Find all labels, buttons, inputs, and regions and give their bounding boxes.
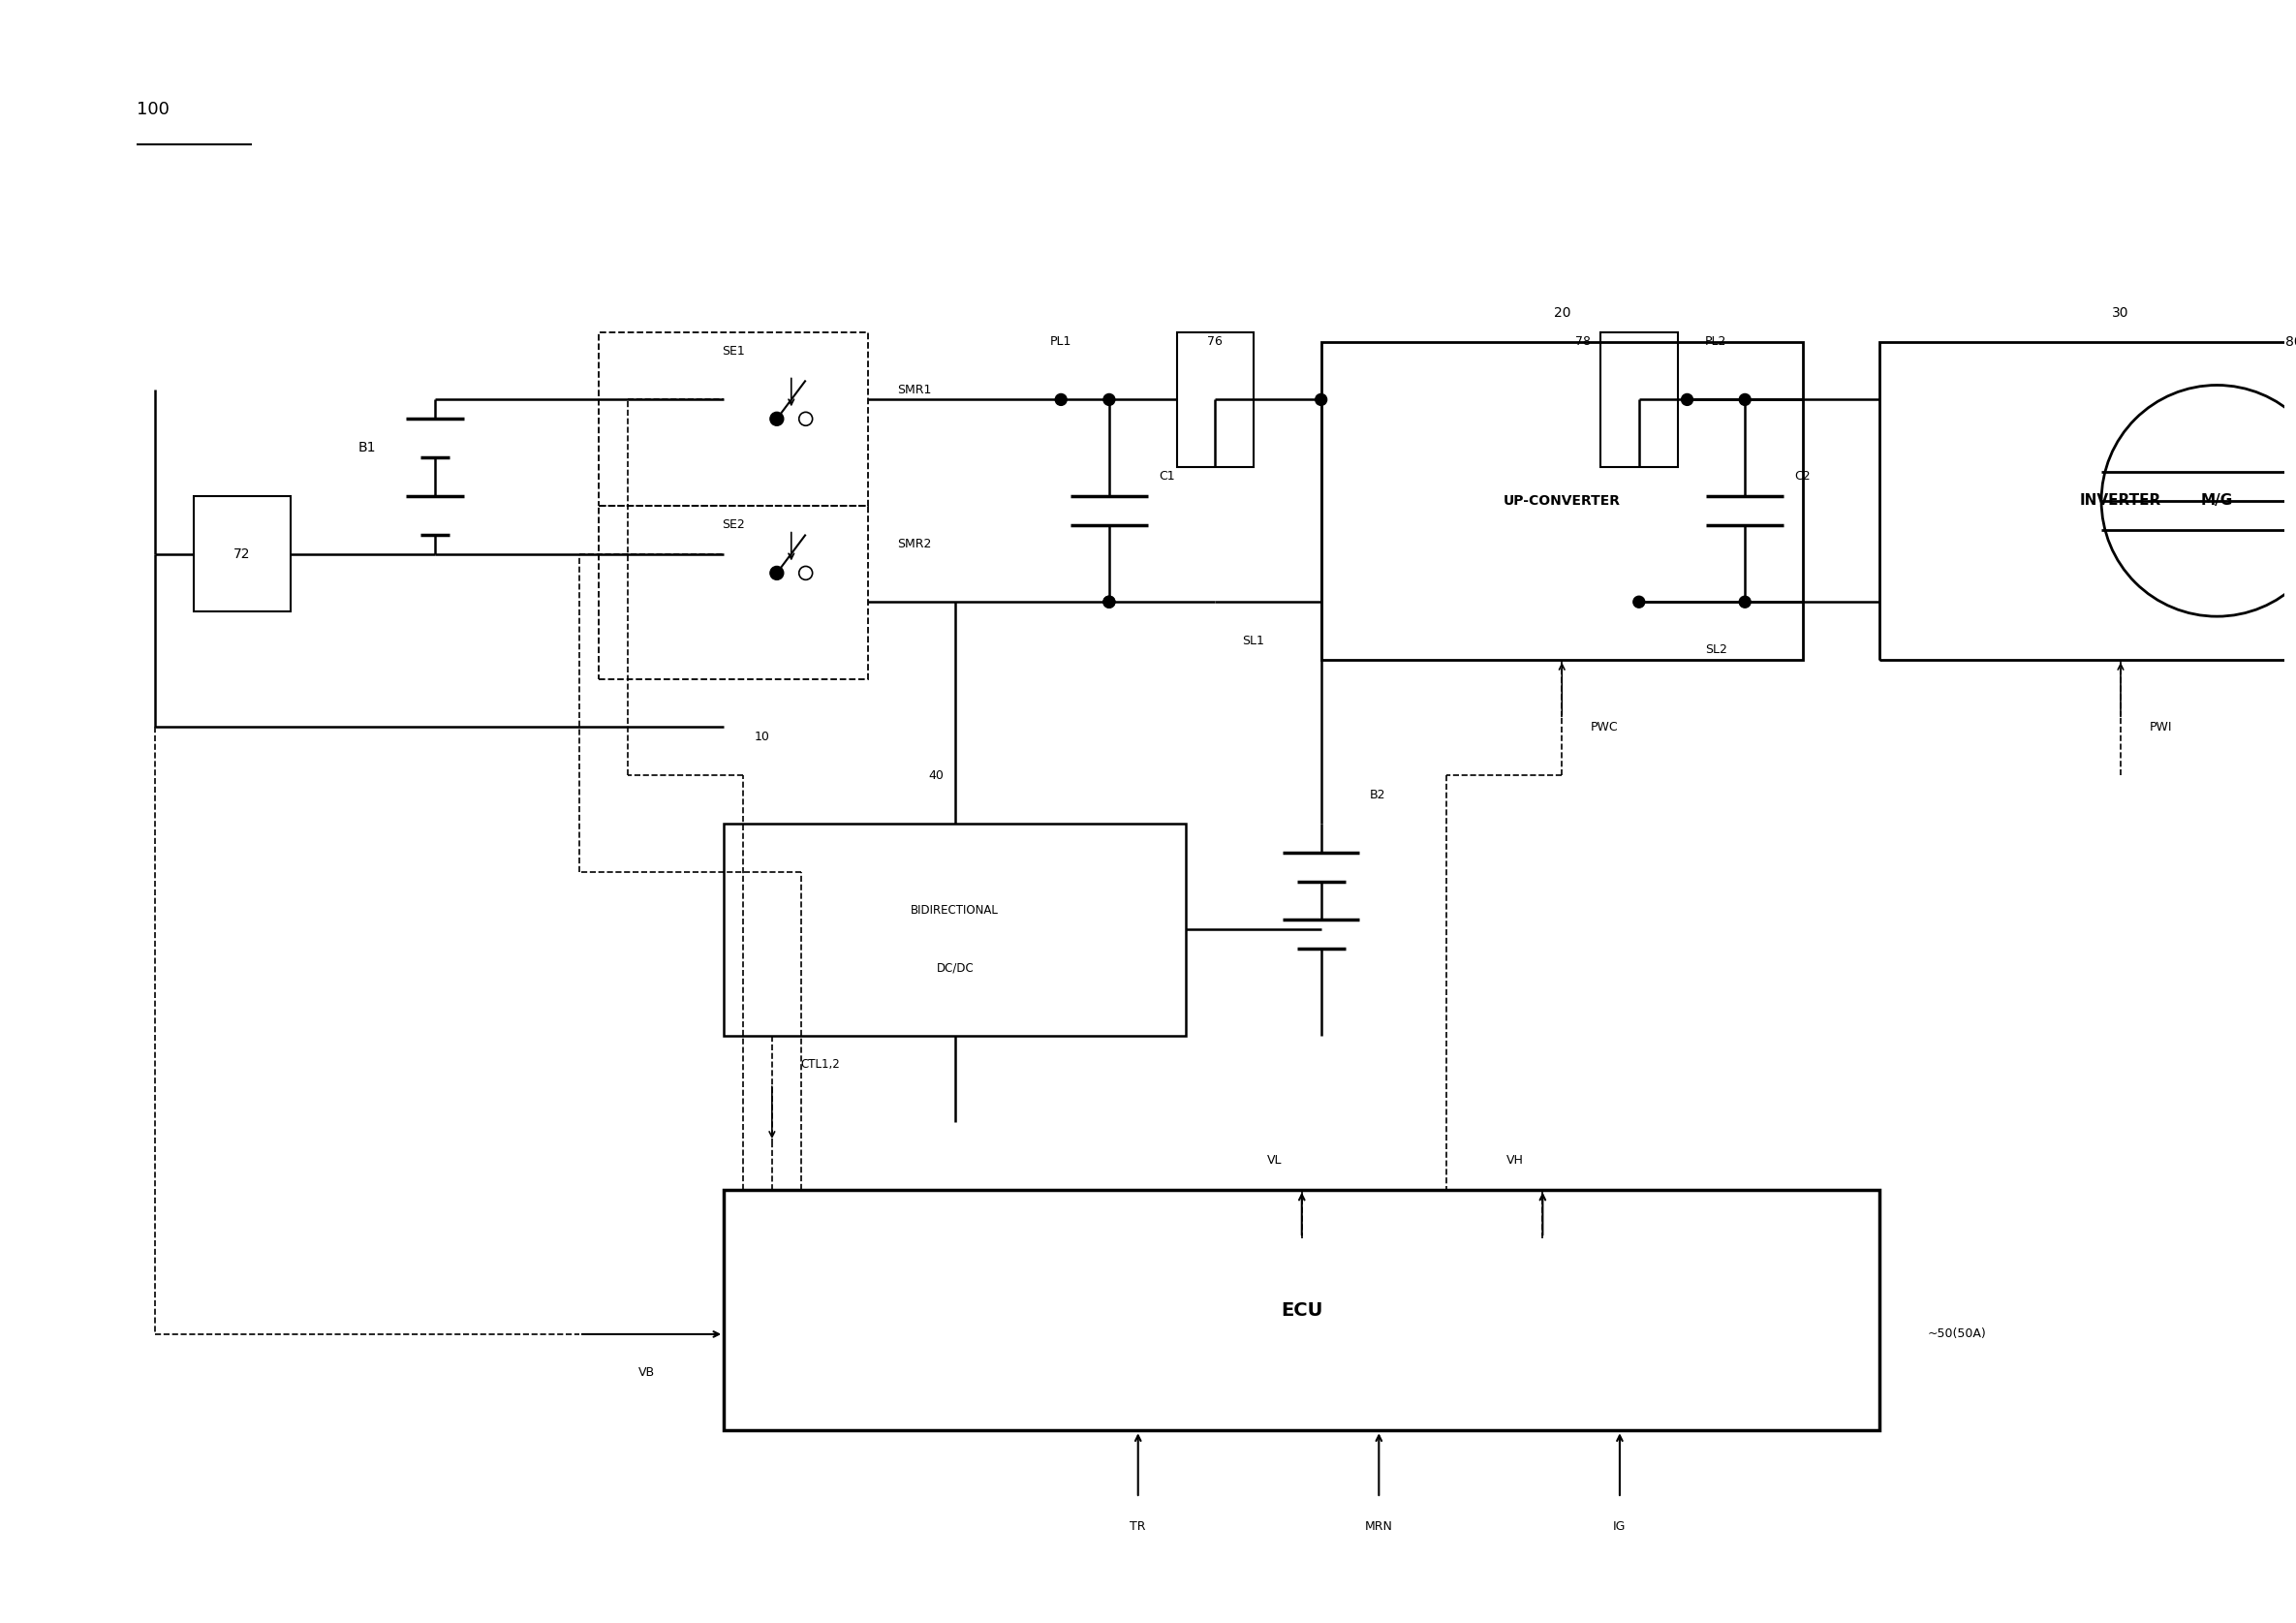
Circle shape — [1104, 394, 1116, 406]
Text: VL: VL — [1267, 1154, 1283, 1167]
Bar — [723, 1190, 1880, 1430]
Bar — [723, 823, 1187, 1035]
Text: PL2: PL2 — [1706, 336, 1727, 347]
Text: SMR2: SMR2 — [898, 537, 932, 550]
Bar — [1880, 342, 2296, 661]
Text: DC/DC: DC/DC — [937, 962, 974, 974]
Circle shape — [1738, 394, 1752, 406]
Text: 20: 20 — [1554, 307, 1570, 320]
Text: VB: VB — [638, 1367, 654, 1380]
Text: VH: VH — [1506, 1154, 1522, 1167]
Text: TR: TR — [1130, 1521, 1146, 1534]
Text: C1: C1 — [1159, 471, 1176, 484]
Text: IG: IG — [1614, 1521, 1626, 1534]
Text: SMR1: SMR1 — [898, 383, 932, 396]
Bar — [1600, 333, 1678, 467]
Text: 72: 72 — [234, 547, 250, 560]
Circle shape — [1738, 596, 1752, 607]
Circle shape — [1316, 394, 1327, 406]
Circle shape — [1681, 394, 1692, 406]
Text: SE1: SE1 — [721, 346, 744, 357]
Text: UP-CONVERTER: UP-CONVERTER — [1504, 493, 1621, 508]
Text: 10: 10 — [755, 730, 769, 743]
Circle shape — [769, 412, 783, 425]
Text: M/G: M/G — [2202, 493, 2234, 508]
Text: SL1: SL1 — [1242, 635, 1265, 648]
Text: PWC: PWC — [1591, 721, 1619, 734]
Bar — [1320, 342, 1802, 661]
Bar — [193, 497, 289, 612]
Text: 78: 78 — [1575, 336, 1591, 347]
Circle shape — [1104, 596, 1116, 607]
Text: B2: B2 — [1368, 789, 1384, 800]
Bar — [1176, 333, 1254, 467]
Text: INVERTER: INVERTER — [2080, 493, 2161, 508]
Circle shape — [1056, 394, 1068, 406]
Text: PWI: PWI — [2149, 721, 2172, 734]
Text: ECU: ECU — [1281, 1302, 1322, 1319]
Circle shape — [1104, 596, 1116, 607]
Text: B1: B1 — [358, 441, 377, 454]
Text: 76: 76 — [1208, 336, 1224, 347]
Text: 40: 40 — [928, 769, 944, 782]
Text: 100: 100 — [135, 101, 170, 118]
Text: CTL1,2: CTL1,2 — [801, 1058, 840, 1071]
Text: PL1: PL1 — [1049, 336, 1072, 347]
Text: SE2: SE2 — [721, 519, 744, 531]
Text: MRN: MRN — [1364, 1521, 1394, 1534]
Text: ~50(50A): ~50(50A) — [1929, 1328, 1986, 1341]
Text: 30: 30 — [2112, 307, 2128, 320]
Text: C2: C2 — [1795, 471, 1812, 484]
Circle shape — [769, 566, 783, 579]
Text: 80: 80 — [2285, 334, 2296, 349]
Text: SL2: SL2 — [1706, 644, 1727, 656]
Text: BIDIRECTIONAL: BIDIRECTIONAL — [912, 904, 999, 917]
Circle shape — [1632, 596, 1644, 607]
